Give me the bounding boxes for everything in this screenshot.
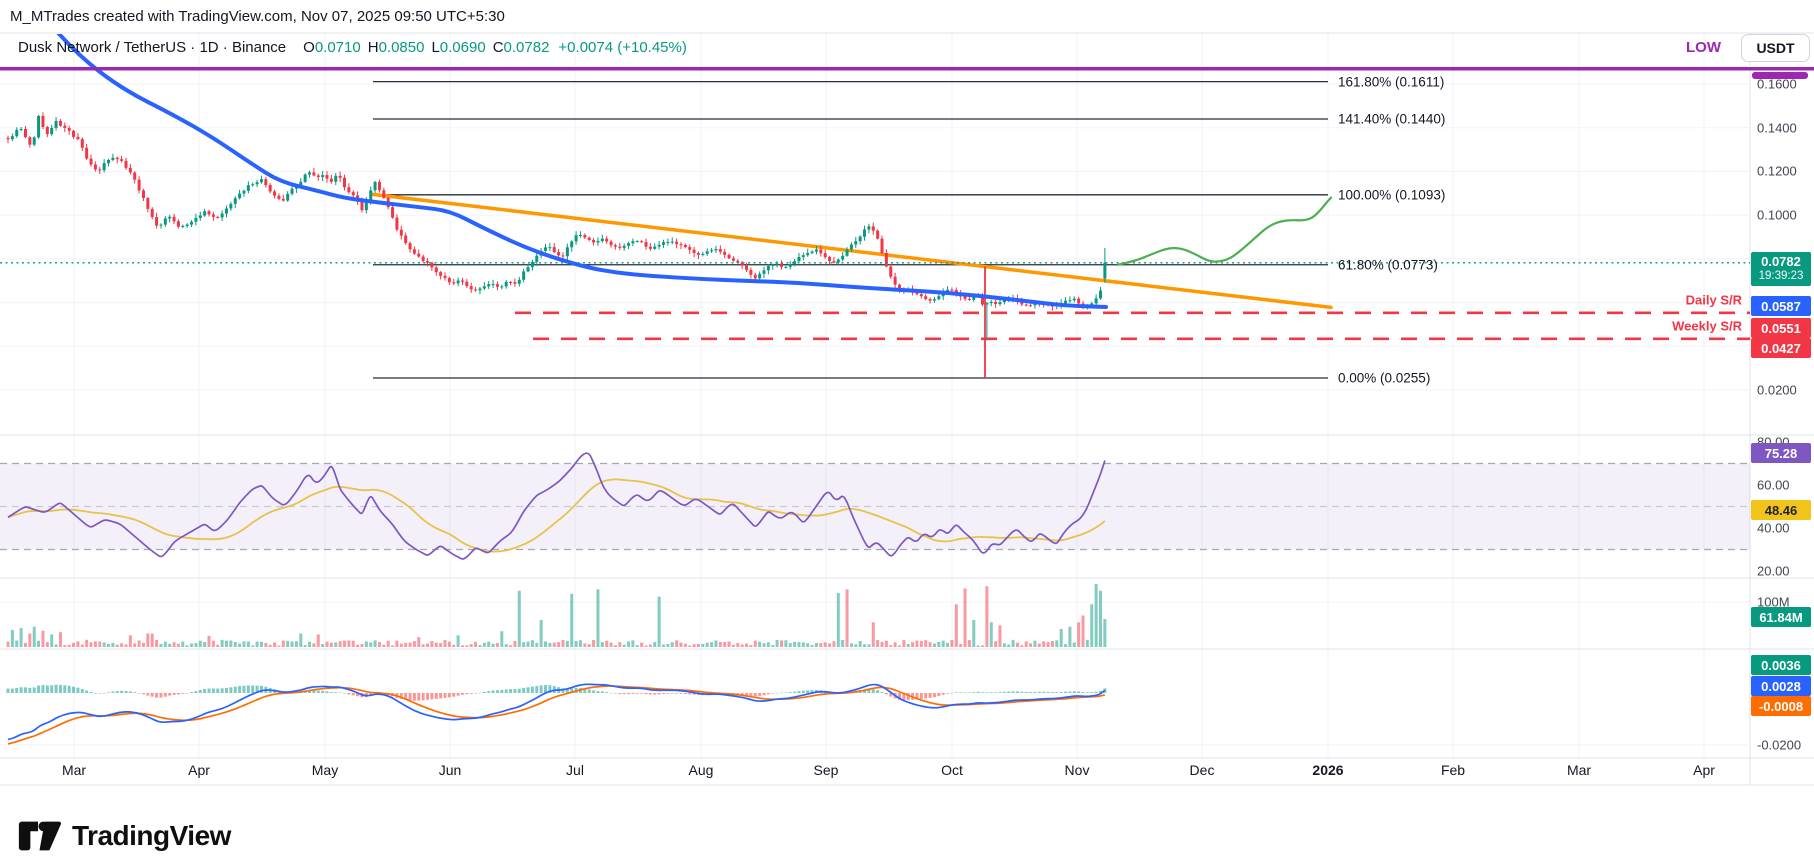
macd-label-box-2: -0.0008: [1751, 696, 1811, 716]
volume-bars: [6, 584, 1107, 647]
time-axis-label-mar: Mar: [61, 762, 87, 778]
fib-level-label-4: 0.00% (0.0255): [1338, 370, 1431, 386]
price-label-box-0: 0.0782 19:39:23: [1751, 252, 1811, 286]
price-tick: 0.0200: [1757, 382, 1797, 398]
time-axis-label-apr: Apr: [1693, 762, 1715, 778]
ohlc-high: H0.0850: [367, 39, 425, 56]
rsi-tick: 20.00: [1757, 563, 1790, 579]
time-axis-label-2026: 2026: [1312, 762, 1344, 778]
price-tick: 0.1000: [1757, 207, 1797, 223]
price-tick: 0.1200: [1757, 163, 1797, 179]
credit-line: M_MTrades created with TradingView.com, …: [10, 8, 505, 25]
price-label-box-2: 0.0551: [1751, 318, 1811, 338]
low-line-axis-marker: [1752, 72, 1808, 79]
symbol-legend[interactable]: Dusk Network / TetherUS · 1D · Binance O0…: [18, 39, 687, 56]
tradingview-logo-text: TradingView: [72, 820, 231, 851]
time-axis-label-jul: Jul: [566, 762, 584, 778]
time-axis-label-feb: Feb: [1440, 762, 1466, 778]
fib-level-label-2: 100.00% (0.1093): [1338, 187, 1446, 203]
price-pane: [6, 34, 1750, 379]
fib-level-label-0: 161.80% (0.1611): [1338, 74, 1445, 90]
change-value: +0.0074 (+10.45%): [558, 39, 687, 56]
time-axis-label-aug: Aug: [688, 762, 714, 778]
tradingview-logo-icon: [18, 821, 62, 851]
time-axis-label-mar: Mar: [1566, 762, 1592, 778]
grid-lines: [0, 33, 1750, 758]
rsi-label-box-1: 48.46: [1751, 500, 1811, 520]
symbol-title[interactable]: Dusk Network / TetherUS · 1D · Binance: [18, 39, 287, 56]
sr-label-0: Daily S/R: [1685, 292, 1742, 308]
price-label-box-3: 0.0427: [1751, 338, 1811, 358]
rsi-tick: 40.00: [1757, 520, 1790, 536]
price-tick: 0.1600: [1757, 76, 1797, 92]
macd-pane: [6, 683, 1107, 745]
pane-separators: [0, 32, 1814, 786]
macd-label-box-1: 0.0028: [1751, 676, 1811, 696]
ohlc-close: C0.0782: [492, 39, 550, 56]
price-label-box-1: 0.0587: [1751, 296, 1811, 316]
ohlc-open: O0.0710: [303, 39, 361, 56]
rsi-label-box-0: 75.28: [1751, 443, 1811, 463]
macd-label-box-0: 0.0036: [1751, 655, 1811, 675]
time-axis-label-apr: Apr: [188, 762, 210, 778]
volume-label-box: 61.84M: [1751, 607, 1811, 627]
rsi-pane: [0, 452, 1750, 560]
time-axis-label-sep: Sep: [813, 762, 839, 778]
low-line-label: LOW: [1686, 39, 1721, 56]
brand-bar: TradingView: [16, 818, 231, 854]
candlesticks: [6, 112, 1107, 341]
time-axis-label-jun: Jun: [438, 762, 462, 778]
fib-level-label-1: 141.40% (0.1440): [1338, 111, 1446, 127]
price-tick: 0.1400: [1757, 120, 1797, 136]
currency-toggle-button[interactable]: USDT: [1741, 34, 1810, 62]
ohlc-low: L0.0690: [431, 39, 486, 56]
macd-tick: -0.0200: [1757, 737, 1802, 753]
time-axis-label-dec: Dec: [1189, 762, 1215, 778]
tradingview-logo[interactable]: TradingView: [16, 818, 231, 854]
fib-level-label-3: 61.80% (0.0773): [1338, 257, 1438, 273]
time-axis-label-may: May: [311, 762, 339, 778]
time-axis-label-oct: Oct: [941, 762, 963, 778]
sr-label-1: Weekly S/R: [1672, 318, 1742, 334]
rsi-tick: 60.00: [1757, 477, 1790, 493]
time-axis-label-nov: Nov: [1064, 762, 1090, 778]
volume-tick: 100M: [1757, 594, 1790, 610]
